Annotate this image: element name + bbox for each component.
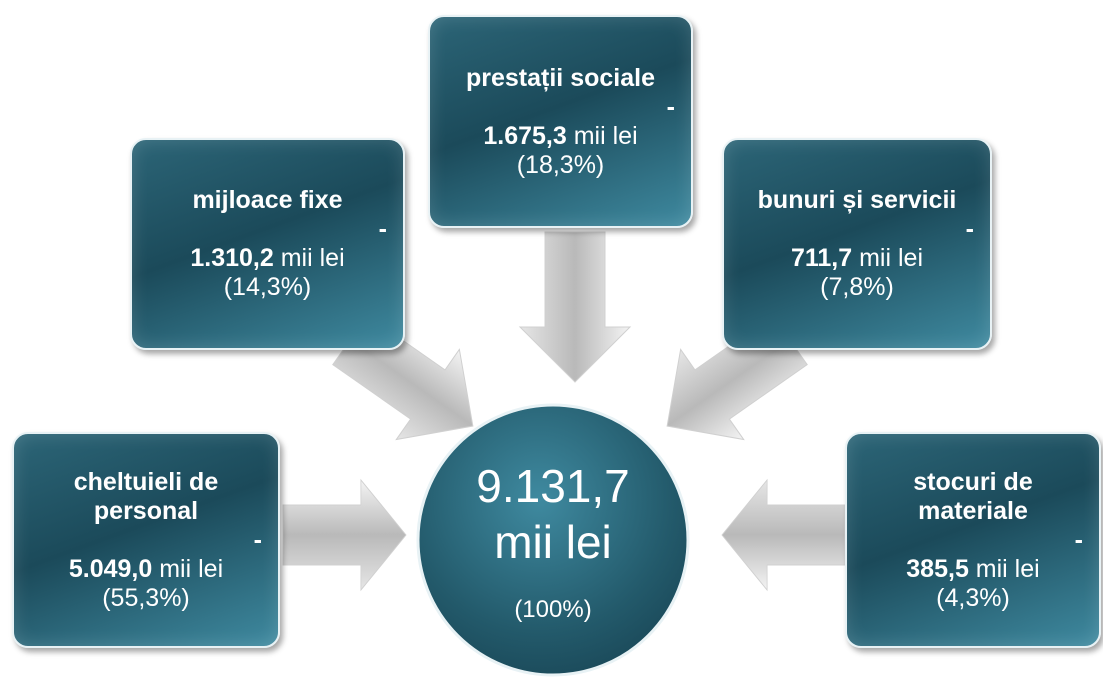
node-label: stocuri de materiale <box>913 467 1033 525</box>
node-separator: - <box>666 92 675 121</box>
node-share: (7,8%) <box>820 273 894 301</box>
node-unit: mii lei <box>159 554 224 583</box>
node-box: mijloace fixe -1.310,2 mii lei (14,3%) <box>130 138 405 350</box>
node-label-line: bunuri și servicii <box>740 186 974 215</box>
node-unit: mii lei <box>975 554 1040 583</box>
node-label: mijloace fixe <box>192 186 343 214</box>
node-unit: mii lei <box>280 244 345 272</box>
node-label: cheltuieli de personal <box>73 467 219 525</box>
node-amount-line: 5.049,0 mii lei <box>30 555 262 584</box>
center-unit: mii lei <box>494 516 612 568</box>
node-separator: - <box>378 215 387 243</box>
node-separator: - <box>253 525 262 554</box>
node-label-line: stocuri de materiale <box>863 468 1083 526</box>
node-box: prestații sociale -1.675,3 mii lei (18,3%) <box>428 15 693 228</box>
node-amount: 1.675,3 <box>483 121 567 150</box>
center-amount: 9.131,7 <box>476 460 630 512</box>
node-label-line: mijloace fixe <box>148 186 387 215</box>
node-label-line: prestații sociale <box>446 64 675 93</box>
node-label-line: cheltuieli de personal <box>30 468 262 526</box>
node-box: cheltuieli de personal -5.049,0 mii lei (5… <box>12 432 280 648</box>
arrow <box>721 479 846 591</box>
node-unit: mii lei <box>573 121 638 150</box>
node-box: stocuri de materiale -385,5 mii lei (4,3%) <box>845 432 1101 648</box>
node-amount-line: 1.310,2 mii lei <box>148 244 387 273</box>
node-share: (55,3%) <box>102 583 190 612</box>
node-box: bunuri și servicii -711,7 mii lei (7,8%) <box>722 138 992 350</box>
node-amount: 1.310,2 <box>190 244 274 272</box>
center-share: (100%) <box>514 596 592 623</box>
node-share: (18,3%) <box>516 150 605 179</box>
center-amount-block: 9.131,7 mii lei <box>418 458 688 570</box>
arrow <box>519 231 631 383</box>
node-amount-line: 711,7 mii lei <box>740 244 974 273</box>
node-unit: mii lei <box>859 244 924 272</box>
node-label: bunuri și servicii <box>757 186 957 214</box>
node-amount: 5.049,0 <box>68 554 153 583</box>
node-separator: - <box>1074 525 1083 554</box>
node-amount-line: 385,5 mii lei <box>863 555 1083 584</box>
node-amount: 385,5 <box>906 554 969 583</box>
center-circle <box>416 403 690 677</box>
node-label: prestații sociale <box>466 63 655 92</box>
node-share: (14,3%) <box>223 273 312 301</box>
node-amount-line: 1.675,3 mii lei <box>446 122 675 151</box>
node-share: (4,3%) <box>936 583 1010 612</box>
node-separator: - <box>965 215 974 243</box>
arrow <box>282 479 407 591</box>
node-amount: 711,7 <box>790 244 853 272</box>
